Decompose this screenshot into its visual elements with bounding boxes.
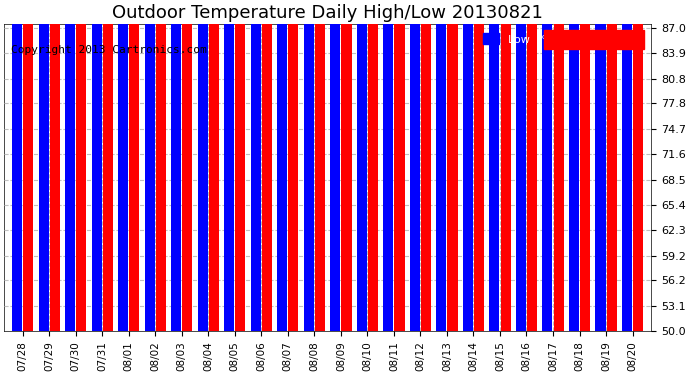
Bar: [103, 0, 113, 331]
Bar: [277, 0, 287, 331]
Bar: [23, 0, 33, 331]
Legend: Low  (°F), High  (°F): Low (°F), High (°F): [480, 29, 646, 47]
Bar: [50, 0, 60, 331]
Bar: [384, 0, 393, 331]
Bar: [156, 0, 166, 331]
Bar: [304, 0, 314, 331]
Bar: [315, 0, 325, 331]
Bar: [224, 0, 235, 331]
Bar: [171, 0, 181, 331]
Bar: [474, 0, 484, 331]
Bar: [12, 0, 22, 331]
Bar: [580, 0, 590, 331]
Bar: [342, 0, 351, 331]
Bar: [92, 0, 101, 331]
Bar: [595, 0, 606, 331]
Bar: [436, 0, 446, 331]
Bar: [395, 0, 404, 331]
Text: Copyright 2013 Cartronics.com: Copyright 2013 Cartronics.com: [10, 45, 206, 55]
Bar: [489, 0, 500, 331]
Bar: [368, 0, 378, 331]
Bar: [357, 0, 367, 331]
Bar: [182, 0, 193, 331]
Bar: [288, 0, 299, 331]
Bar: [118, 0, 128, 331]
Bar: [569, 0, 579, 331]
Bar: [198, 0, 208, 331]
Bar: [622, 0, 632, 331]
Bar: [65, 0, 75, 331]
Bar: [544, 30, 644, 49]
Bar: [448, 0, 457, 331]
Bar: [421, 0, 431, 331]
Bar: [129, 0, 139, 331]
Bar: [262, 0, 272, 331]
Bar: [500, 0, 511, 331]
Bar: [235, 0, 246, 331]
Bar: [463, 0, 473, 331]
Bar: [607, 0, 617, 331]
Bar: [542, 0, 553, 331]
Bar: [331, 0, 340, 331]
Bar: [145, 0, 155, 331]
Bar: [39, 0, 49, 331]
Bar: [209, 0, 219, 331]
Bar: [516, 0, 526, 331]
Bar: [527, 0, 537, 331]
Bar: [633, 0, 643, 331]
Title: Outdoor Temperature Daily High/Low 20130821: Outdoor Temperature Daily High/Low 20130…: [112, 4, 543, 22]
Bar: [553, 0, 564, 331]
Bar: [410, 0, 420, 331]
Bar: [250, 0, 261, 331]
Bar: [77, 0, 86, 331]
